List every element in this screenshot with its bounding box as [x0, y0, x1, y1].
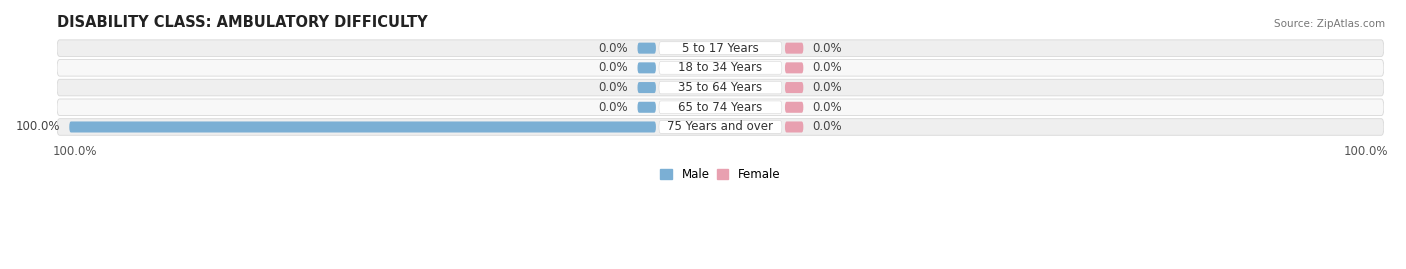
Text: DISABILITY CLASS: AMBULATORY DIFFICULTY: DISABILITY CLASS: AMBULATORY DIFFICULTY — [58, 15, 427, 30]
FancyBboxPatch shape — [659, 101, 782, 114]
FancyBboxPatch shape — [659, 62, 782, 74]
Text: 0.0%: 0.0% — [813, 121, 842, 133]
Text: Source: ZipAtlas.com: Source: ZipAtlas.com — [1274, 19, 1385, 29]
FancyBboxPatch shape — [69, 122, 657, 133]
FancyBboxPatch shape — [785, 122, 803, 133]
Text: 18 to 34 Years: 18 to 34 Years — [678, 61, 762, 74]
FancyBboxPatch shape — [58, 79, 1384, 96]
Text: 0.0%: 0.0% — [599, 42, 628, 55]
FancyBboxPatch shape — [637, 43, 657, 54]
Legend: Male, Female: Male, Female — [661, 168, 780, 181]
FancyBboxPatch shape — [785, 82, 803, 93]
Text: 0.0%: 0.0% — [599, 101, 628, 114]
Text: 0.0%: 0.0% — [813, 61, 842, 74]
FancyBboxPatch shape — [637, 82, 657, 93]
FancyBboxPatch shape — [785, 43, 803, 54]
Text: 75 Years and over: 75 Years and over — [668, 121, 773, 133]
FancyBboxPatch shape — [637, 62, 657, 73]
FancyBboxPatch shape — [659, 81, 782, 94]
Text: 0.0%: 0.0% — [599, 81, 628, 94]
Text: 0.0%: 0.0% — [599, 61, 628, 74]
FancyBboxPatch shape — [58, 119, 1384, 135]
Text: 0.0%: 0.0% — [813, 81, 842, 94]
FancyBboxPatch shape — [785, 62, 803, 73]
Text: 65 to 74 Years: 65 to 74 Years — [678, 101, 762, 114]
FancyBboxPatch shape — [659, 121, 782, 133]
FancyBboxPatch shape — [58, 59, 1384, 76]
FancyBboxPatch shape — [785, 102, 803, 113]
FancyBboxPatch shape — [659, 42, 782, 54]
FancyBboxPatch shape — [58, 40, 1384, 56]
Text: 100.0%: 100.0% — [15, 121, 60, 133]
Text: 35 to 64 Years: 35 to 64 Years — [678, 81, 762, 94]
Text: 5 to 17 Years: 5 to 17 Years — [682, 42, 759, 55]
FancyBboxPatch shape — [58, 99, 1384, 116]
Text: 0.0%: 0.0% — [813, 42, 842, 55]
Text: 0.0%: 0.0% — [813, 101, 842, 114]
FancyBboxPatch shape — [637, 102, 657, 113]
